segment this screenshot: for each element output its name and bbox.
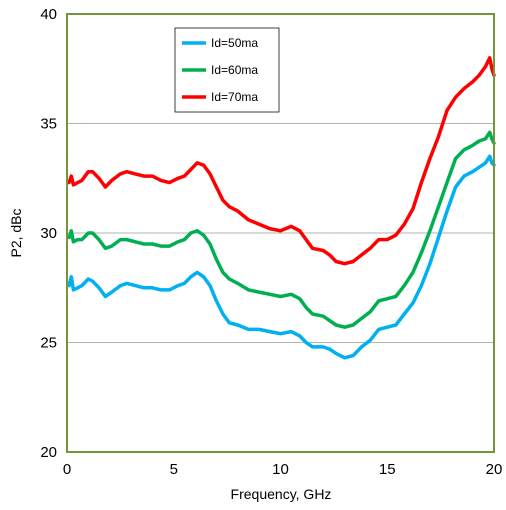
x-tick-label: 20 — [486, 461, 503, 478]
x-tick-label: 0 — [63, 461, 71, 478]
legend-label: Id=60ma — [211, 63, 258, 77]
y-axis-title: P2, dBc — [8, 208, 24, 257]
x-tick-label: 10 — [272, 461, 289, 478]
plot-frame — [66, 13, 495, 453]
y-tick-label: 25 — [40, 335, 57, 352]
series-line-id-60ma — [67, 130, 496, 329]
x-tick-label: 5 — [170, 461, 178, 478]
legend: Id=50ma Id=60ma Id=70ma — [174, 27, 280, 113]
x-tick-labels: 0 5 10 15 20 — [63, 461, 503, 478]
y-tick-label: 35 — [40, 116, 57, 133]
legend-label: Id=50ma — [211, 36, 258, 50]
series-lines — [67, 56, 496, 360]
y-tick-label: 30 — [40, 225, 57, 242]
y-tick-label: 40 — [40, 6, 57, 23]
y-tick-label: 20 — [40, 444, 57, 461]
x-tick-label: 15 — [379, 461, 396, 478]
x-axis-title: Frequency, GHz — [231, 486, 332, 502]
legend-label: Id=70ma — [211, 90, 258, 104]
y-tick-labels: 20 25 30 35 40 — [40, 6, 57, 461]
series-line-id-70ma — [67, 56, 496, 266]
series-line-id-50ma — [67, 154, 496, 360]
